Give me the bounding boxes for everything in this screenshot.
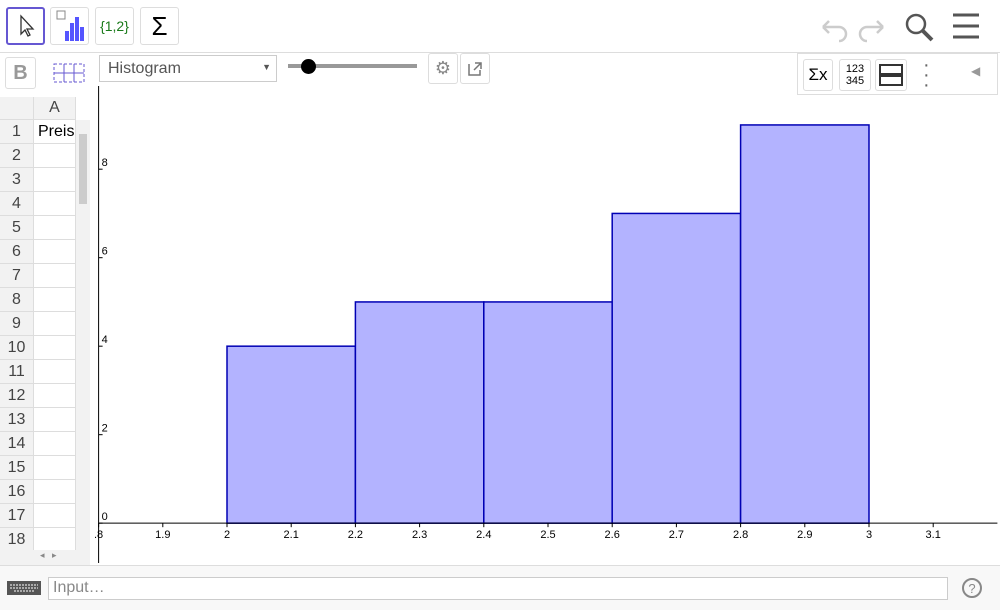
keyboard-icon[interactable]: [6, 580, 42, 596]
bar: [739, 124, 870, 524]
scrollbar[interactable]: [76, 120, 90, 550]
row-header: 14: [0, 432, 34, 456]
spreadsheet: A 1918171615141312111098765432Preis1 ◂ ▸: [0, 97, 90, 565]
x-tick-label: 2.4: [476, 529, 491, 541]
cell[interactable]: [34, 216, 76, 240]
sum-tool[interactable]: Σ: [140, 7, 179, 45]
bar: [483, 301, 613, 524]
y-tick-label: 2: [102, 423, 108, 435]
y-tick-label: 0: [102, 511, 108, 523]
cell[interactable]: [34, 144, 76, 168]
row-header: 6: [0, 240, 34, 264]
redo[interactable]: [858, 20, 884, 43]
x-tick-label: 2.9: [797, 529, 812, 541]
cell[interactable]: [34, 312, 76, 336]
x-tick-label: 2.7: [669, 529, 684, 541]
table-icon: [53, 63, 85, 83]
numbers-top: 123: [845, 63, 865, 75]
row-header: 10: [0, 336, 34, 360]
export-button[interactable]: [460, 53, 490, 84]
top-right-icons: [822, 13, 979, 43]
row-header: 8: [0, 288, 34, 312]
chart-tool[interactable]: [50, 7, 89, 45]
row-header: 13: [0, 408, 34, 432]
input-field[interactable]: Input…: [48, 577, 948, 600]
x-tick-label: 2.3: [412, 529, 427, 541]
row-header: 1: [0, 120, 34, 144]
list-tool[interactable]: {1,2}: [95, 7, 134, 45]
x-tick-label: 1.9: [155, 529, 170, 541]
x-tick-label: 2.5: [540, 529, 555, 541]
search[interactable]: [905, 13, 927, 35]
view-dropdown[interactable]: Histogram ▼: [99, 55, 277, 82]
row-header: 2: [0, 144, 34, 168]
x-tick-label: 2: [224, 529, 230, 541]
x-tick-label: .8: [94, 529, 103, 541]
arrow-icon: [19, 14, 34, 37]
slider[interactable]: [288, 64, 417, 68]
cell[interactable]: [34, 264, 76, 288]
cell[interactable]: [34, 240, 76, 264]
x-tick-label: 3.1: [926, 529, 941, 541]
row-header: 15: [0, 456, 34, 480]
numbers-button[interactable]: 123 345: [839, 59, 871, 91]
row-header: 18: [0, 528, 34, 552]
x-tick-label: 2.1: [284, 529, 299, 541]
row-header: 7: [0, 264, 34, 288]
cell[interactable]: [34, 336, 76, 360]
y-tick-label: 8: [102, 157, 108, 169]
x-tick-label: 2.2: [348, 529, 363, 541]
cell[interactable]: [34, 408, 76, 432]
cell[interactable]: [34, 288, 76, 312]
slider-knob[interactable]: [301, 59, 316, 74]
cell[interactable]: [34, 360, 76, 384]
bold-button[interactable]: B: [5, 57, 36, 89]
stats-panel: Σx 123 345 · · · ◀: [797, 53, 998, 95]
help-button[interactable]: ?: [962, 578, 982, 598]
cell[interactable]: [34, 432, 76, 456]
row-header: 3: [0, 168, 34, 192]
row-header: 4: [0, 192, 34, 216]
bar: [226, 345, 357, 524]
row-header: 12: [0, 384, 34, 408]
h-scrollbar[interactable]: ◂ ▸: [0, 550, 90, 565]
bar-icon: [56, 10, 84, 41]
row-header: 9: [0, 312, 34, 336]
numbers-bottom: 345: [845, 75, 865, 87]
sum-x-button[interactable]: Σx: [803, 59, 833, 91]
x-tick-label: 2.6: [605, 529, 620, 541]
cell[interactable]: [34, 192, 76, 216]
histogram: .8 1.9 2 2.1 2.2 2.3 2.4 2.5 2.6 2.7 2.8 2.9 3 3.1 0 2 4…: [94, 86, 998, 563]
cell[interactable]: [34, 168, 76, 192]
toolbar: {1,2} Σ: [0, 0, 1000, 53]
x-tick-label: 3: [866, 529, 872, 541]
cell[interactable]: [34, 456, 76, 480]
y-tick-label: 6: [102, 246, 108, 258]
row-header: 5: [0, 216, 34, 240]
bar: [611, 212, 742, 524]
x-tick-label: 2.8: [733, 529, 748, 541]
column-header: A: [34, 97, 76, 120]
collapse-button[interactable]: ◀: [971, 64, 981, 78]
cell[interactable]: Preis: [34, 120, 76, 144]
y-tick-label: 4: [102, 334, 108, 346]
bar: [354, 301, 485, 524]
more-button[interactable]: · · ·: [923, 54, 930, 96]
row-header: 17: [0, 504, 34, 528]
cell[interactable]: [34, 480, 76, 504]
settings-button[interactable]: ⚙: [428, 53, 458, 84]
dropdown-text: Histogram: [108, 60, 181, 77]
move-tool[interactable]: [6, 7, 45, 45]
cell[interactable]: [34, 504, 76, 528]
cell[interactable]: [34, 384, 76, 408]
undo[interactable]: [822, 20, 848, 43]
row-header: 11: [0, 360, 34, 384]
menu[interactable]: [953, 13, 979, 39]
row-header: 16: [0, 480, 34, 504]
layout-button[interactable]: [875, 59, 907, 91]
input-bar: Input… ?: [0, 565, 1000, 610]
